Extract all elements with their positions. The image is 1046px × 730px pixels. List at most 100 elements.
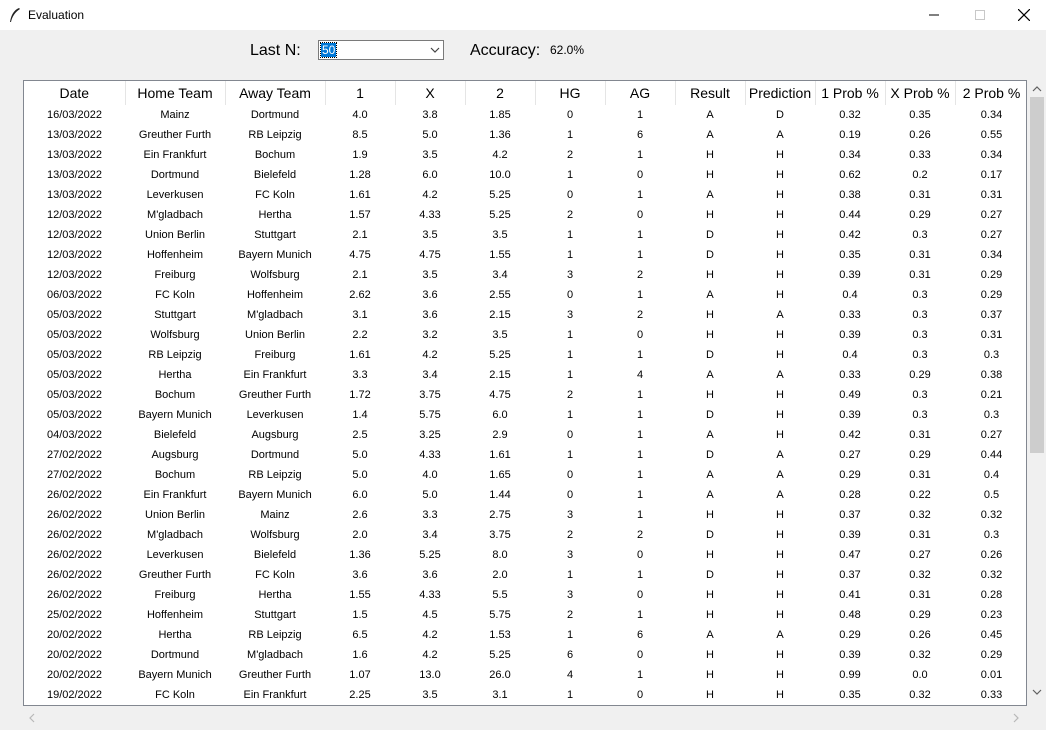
minimize-button[interactable] — [911, 0, 957, 30]
table-row[interactable]: 13/03/2022 Greuther Furth RB Leipzig 8.5 5.0… — [24, 125, 1026, 145]
table-cell: 2 — [636, 309, 644, 321]
table-cell: 04/03/2022 — [46, 429, 103, 441]
table-row[interactable]: 05/03/2022 Bochum Greuther Furth 1.72 3.75 4.… — [24, 385, 1026, 405]
table-row[interactable]: 05/03/2022 Hertha Ein Frankfurt 3.3 3.4 2.15 1… — [24, 365, 1026, 385]
table-cell: 26/02/2022 — [46, 589, 103, 601]
table-cell: 0.34 — [980, 249, 1003, 261]
table-row[interactable]: 25/02/2022 Hoffenheim Stuttgart 1.5 4.5 5.75 2… — [24, 605, 1026, 625]
table-cell: 1 — [636, 509, 644, 521]
column-header[interactable]: Away Team — [225, 81, 326, 105]
table-cell: A — [706, 489, 714, 501]
table-row[interactable]: 20/02/2022 Bayern Munich Greuther Furth 1.0… — [24, 665, 1026, 685]
last-n-combobox[interactable]: 50 — [318, 40, 444, 60]
column-header[interactable]: X — [395, 81, 466, 105]
column-header[interactable]: Prediction — [745, 81, 816, 105]
table-cell: 2 — [566, 389, 574, 401]
maximize-button[interactable] — [957, 0, 1003, 30]
table-cell: 0.01 — [980, 669, 1003, 681]
column-header[interactable]: 2 — [465, 81, 536, 105]
table-cell: 0.23 — [980, 609, 1003, 621]
column-header[interactable]: X Prob % — [885, 81, 956, 105]
table-row[interactable]: 04/03/2022 Bielefeld Augsburg 2.5 3.25 2.9 0 1 A… — [24, 425, 1026, 445]
table-row[interactable]: 27/02/2022 Bochum RB Leipzig 5.0 4.0 1.65 0 1 A A… — [24, 465, 1026, 485]
table-cell: FC Koln — [155, 289, 195, 301]
table-cell: 05/03/2022 — [46, 409, 103, 421]
table-cell: H — [706, 689, 714, 701]
table-row[interactable]: 26/02/2022 Leverkusen Bielefeld 1.36 5.25 8.0… — [24, 545, 1026, 565]
column-header[interactable]: HG — [535, 81, 606, 105]
table-cell: H — [706, 269, 714, 281]
table-cell: Stuttgart — [254, 609, 296, 621]
table-cell: 1 — [636, 449, 644, 461]
last-n-value[interactable]: 50 — [319, 42, 338, 58]
table-cell: 0.32 — [909, 569, 931, 581]
table-cell: 0.3 — [912, 229, 928, 241]
table-cell: 3.5 — [492, 229, 508, 241]
table-row[interactable]: 27/02/2022 Augsburg Dortmund 5.0 4.33 1.61 1 1 D… — [24, 445, 1026, 465]
table-row[interactable]: 13/03/2022 Dortmund Bielefeld 1.28 6.0 10.0 1 0… — [24, 165, 1026, 185]
table-row[interactable]: 12/03/2022 M'gladbach Hertha 1.57 4.33 5.25 2 0… — [24, 205, 1026, 225]
table-row[interactable]: 12/03/2022 Hoffenheim Bayern Munich 4.75 4.7… — [24, 245, 1026, 265]
scroll-right-icon[interactable] — [1010, 712, 1022, 724]
chevron-down-icon[interactable] — [430, 45, 440, 55]
scroll-left-icon[interactable] — [26, 712, 38, 724]
column-header[interactable]: Date — [24, 81, 126, 105]
table-cell: Bochum — [154, 469, 196, 481]
table-row[interactable]: 13/03/2022 Leverkusen FC Koln 1.61 4.2 5.25 0 1… — [24, 185, 1026, 205]
table-row[interactable]: 26/02/2022 Union Berlin Mainz 2.6 3.3 2.75 3 1 H… — [24, 505, 1026, 525]
table-row[interactable]: 05/03/2022 Wolfsburg Union Berlin 2.2 3.2 3.5… — [24, 325, 1026, 345]
table-cell: 1 — [636, 429, 644, 441]
table-row[interactable]: 26/02/2022 Greuther Furth FC Koln 3.6 3.6 2.0… — [24, 565, 1026, 585]
table-cell: Hertha — [158, 629, 192, 641]
evaluation-table[interactable]: Date Home Team Away Team 1 X 2 HG AG Result Predi… — [23, 80, 1027, 706]
column-header[interactable]: 2 Prob % — [955, 81, 1026, 105]
scroll-down-icon[interactable] — [1031, 686, 1043, 698]
column-header[interactable]: Home Team — [125, 81, 226, 105]
column-header[interactable]: 1 — [325, 81, 396, 105]
table-row[interactable]: 05/03/2022 RB Leipzig Freiburg 1.61 4.2 5.25 1… — [24, 345, 1026, 365]
column-header[interactable]: Result — [675, 81, 746, 105]
table-cell: 1.57 — [349, 209, 371, 221]
table-row[interactable]: 13/03/2022 Ein Frankfurt Bochum 1.9 3.5 4.2 2 1… — [24, 145, 1026, 165]
table-cell: 2 — [636, 269, 644, 281]
table-cell: Freiburg — [154, 269, 196, 281]
table-cell: Ein Frankfurt — [143, 489, 207, 501]
table-row[interactable]: 12/03/2022 Union Berlin Stuttgart 2.1 3.5 3.5… — [24, 225, 1026, 245]
column-header[interactable]: AG — [605, 81, 676, 105]
table-cell: 3.75 — [419, 389, 441, 401]
table-cell: 0 — [566, 429, 574, 441]
table-row[interactable]: 26/02/2022 Ein Frankfurt Bayern Munich 6.0 5… — [24, 485, 1026, 505]
table-row[interactable]: 20/02/2022 Dortmund M'gladbach 1.6 4.2 5.25 6 0… — [24, 645, 1026, 665]
table-body: 16/03/2022 Mainz Dortmund 4.0 3.8 1.85 0 1 A D 0.3… — [24, 105, 1026, 705]
table-row[interactable]: 19/02/2022 FC Koln Ein Frankfurt 2.25 3.5 3.1… — [24, 685, 1026, 705]
vertical-scrollbar-thumb[interactable] — [1030, 97, 1044, 453]
table-row[interactable]: 05/03/2022 Bayern Munich Leverkusen 1.4 5.75… — [24, 405, 1026, 425]
table-cell: Bielefeld — [253, 169, 297, 181]
column-header[interactable]: 1 Prob % — [815, 81, 886, 105]
table-cell: 1 — [636, 609, 644, 621]
table-cell: 0 — [636, 209, 644, 221]
table-row[interactable]: 05/03/2022 Stuttgart M'gladbach 3.1 3.6 2.15 3… — [24, 305, 1026, 325]
table-row[interactable]: 12/03/2022 Freiburg Wolfsburg 2.1 3.5 3.4 3 2 H H… — [24, 265, 1026, 285]
table-cell: H — [776, 529, 784, 541]
table-cell: 26/02/2022 — [46, 489, 103, 501]
table-row[interactable]: 26/02/2022 M'gladbach Wolfsburg 2.0 3.4 3.75 2… — [24, 525, 1026, 545]
table-row[interactable]: 20/02/2022 Hertha RB Leipzig 6.5 4.2 1.53 1 6 A A… — [24, 625, 1026, 645]
table-cell: Wolfsburg — [150, 329, 200, 341]
table-cell: 0.49 — [839, 389, 861, 401]
table-cell: 3.3 — [422, 509, 438, 521]
table-cell: H — [706, 389, 714, 401]
horizontal-scrollbar[interactable] — [23, 710, 1027, 727]
table-cell: M'gladbach — [247, 649, 303, 661]
table-cell: H — [706, 669, 714, 681]
table-cell: Dortmund — [250, 109, 300, 121]
table-cell: M'gladbach — [147, 209, 203, 221]
table-row[interactable]: 26/02/2022 Freiburg Hertha 1.55 4.33 5.5 3 0 H H 0… — [24, 585, 1026, 605]
table-cell: 2.5 — [352, 429, 368, 441]
scroll-up-icon[interactable] — [1031, 83, 1043, 95]
table-row[interactable]: 06/03/2022 FC Koln Hoffenheim 2.62 3.6 2.55 0 1… — [24, 285, 1026, 305]
table-row[interactable]: 16/03/2022 Mainz Dortmund 4.0 3.8 1.85 0 1 A D 0.3… — [24, 105, 1026, 125]
table-cell: 0 — [636, 329, 644, 341]
close-button[interactable] — [1001, 0, 1046, 30]
table-cell: 0.34 — [980, 109, 1003, 121]
